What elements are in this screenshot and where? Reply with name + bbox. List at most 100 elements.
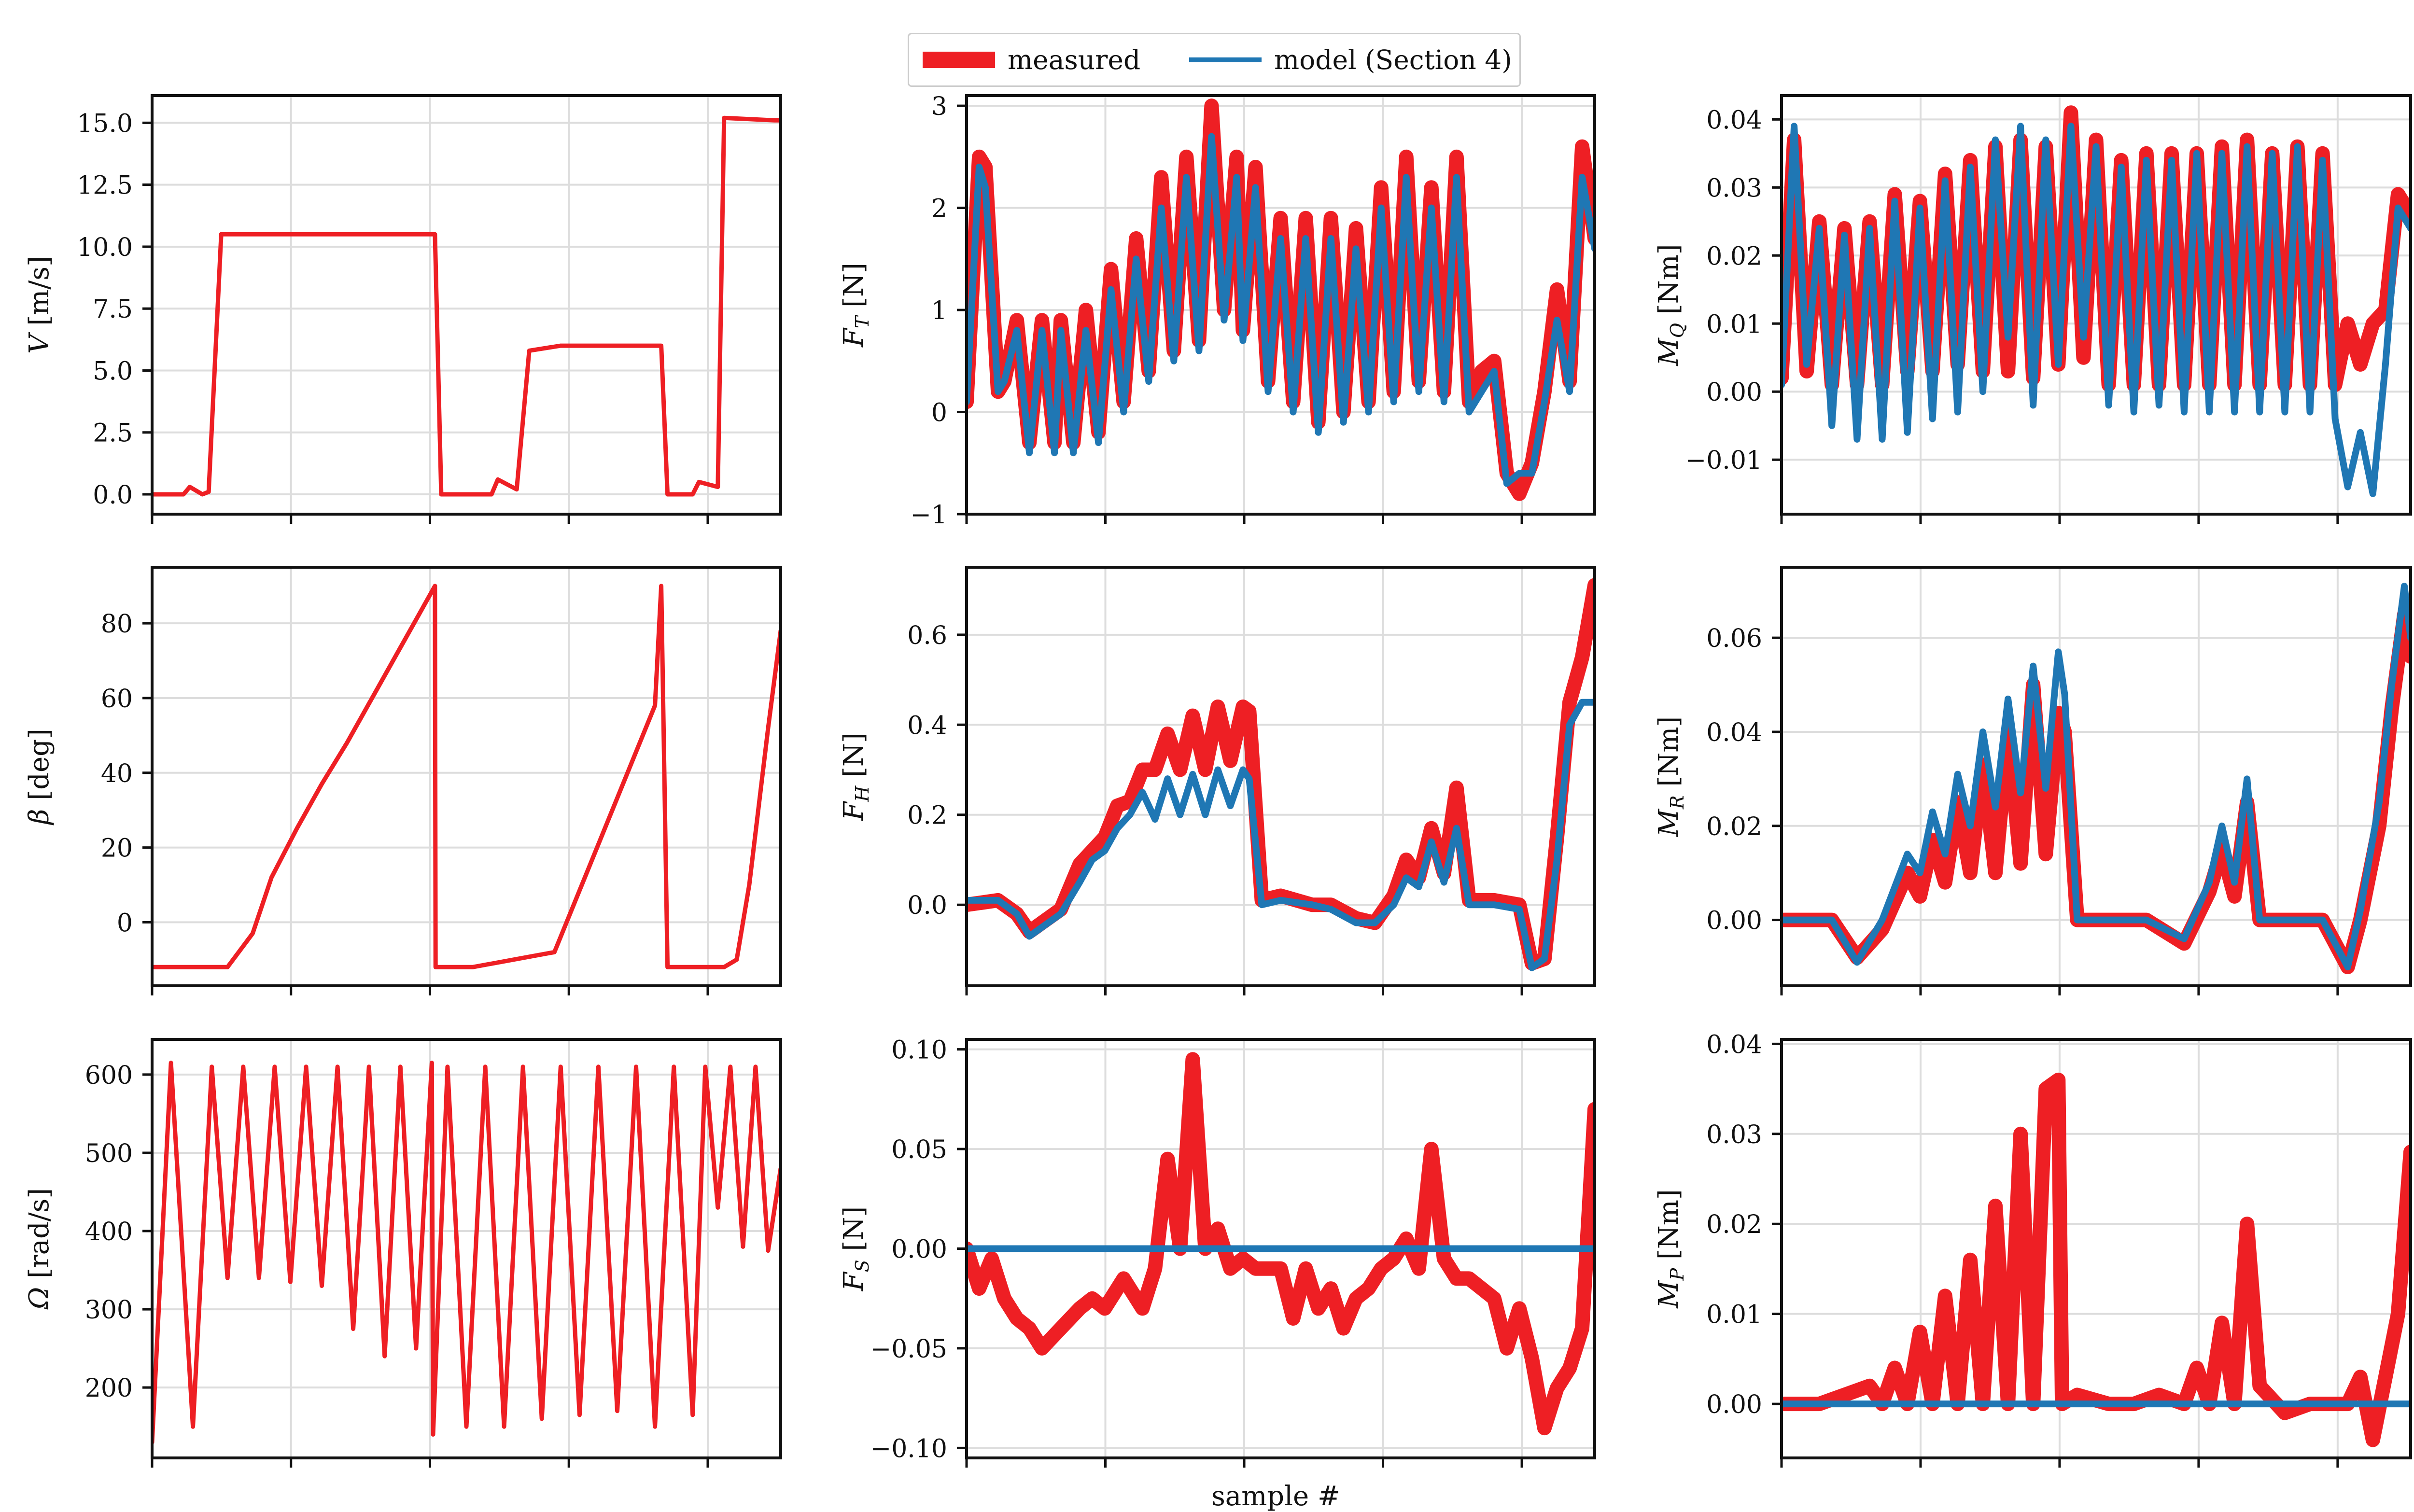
y-tick-label: 0.00 [1706, 907, 1762, 936]
subplot-MR: 0.00 0.02 0.04 0.06 MR [Nm] [1653, 566, 2412, 995]
legend-model-swatch [1189, 57, 1262, 62]
y-axis-unit: [N] [838, 263, 870, 316]
y-axis-unit: [Nm] [1653, 244, 1684, 323]
y-tick-label: 7.5 [93, 295, 133, 324]
subplot-MQ: −0.01 0.00 0.01 0.02 0.03 0.04 MQ [Nm] [1653, 94, 2412, 524]
y-axis-symbol: F [838, 327, 870, 348]
y-axis-unit: [m/s] [24, 256, 55, 334]
y-axis-subscript: T [852, 315, 873, 328]
y-tick-label: 2.5 [93, 419, 133, 448]
axes-frame [151, 1038, 782, 1459]
series-group [967, 1052, 1595, 1436]
y-axis-unit: [deg] [24, 728, 55, 809]
y-tick-label: 0.04 [1706, 106, 1762, 135]
model-series-line [1782, 123, 2411, 497]
measured-series-line [152, 1061, 781, 1445]
y-tick-label: 0.00 [1706, 378, 1762, 407]
y-tick-label: 60 [101, 685, 133, 714]
y-axis-symbol: F [838, 1271, 870, 1291]
y-tick-label: 400 [85, 1218, 133, 1246]
y-tick-label: 0.01 [1706, 310, 1762, 339]
y-axis-label: MP [Nm] [1653, 1189, 1688, 1309]
y-tick-label: 80 [101, 610, 133, 639]
y-axis-unit: [rad/s] [24, 1188, 55, 1287]
y-axis-symbol: M [1653, 808, 1684, 837]
y-axis-subscript: Q [1667, 323, 1688, 338]
model-series-line [1782, 583, 2411, 970]
y-axis-subscript: R [1667, 795, 1688, 810]
subplot-FS: −0.10 −0.05 0.00 0.05 0.10 FS [N] sample # [838, 1036, 1596, 1512]
y-axis-symbol: M [1653, 337, 1684, 366]
y-tick-label: 0.6 [907, 621, 947, 650]
y-axis-symbol: β [24, 809, 55, 825]
y-tick-label: 300 [85, 1296, 133, 1325]
y-tick-label: 0.04 [1706, 718, 1762, 747]
y-tick-label: 0.06 [1706, 624, 1762, 653]
measured-series-line [152, 584, 781, 969]
y-axis-label: FH [N] [838, 732, 873, 821]
series-group [152, 1061, 781, 1445]
measured-series-line [152, 115, 781, 497]
y-axis-label: Ω [rad/s] [24, 1188, 55, 1310]
axes-frame [965, 94, 1596, 516]
series-group [967, 98, 1595, 501]
legend-measured-label: measured [1008, 44, 1141, 75]
series-group [1782, 1072, 2411, 1447]
y-axis-unit: [N] [838, 732, 870, 786]
y-axis-label: MR [Nm] [1653, 716, 1688, 838]
axes-frame [965, 1038, 1596, 1459]
axes-frame [1780, 94, 2412, 516]
y-tick-label: 500 [85, 1139, 133, 1168]
y-axis-subscript: P [1667, 1267, 1688, 1281]
y-axis-unit: [Nm] [1653, 1189, 1684, 1268]
y-axis-label: β [deg] [24, 728, 55, 826]
model-series-line [967, 699, 1595, 971]
subplot-MP: 0.00 0.01 0.02 0.03 0.04 MP [Nm] [1653, 1030, 2412, 1468]
y-tick-label: 0.0 [907, 891, 947, 920]
legend-measured-swatch [923, 52, 995, 68]
y-tick-label: 0.00 [891, 1235, 947, 1264]
y-tick-label: 0.0 [93, 481, 133, 510]
y-tick-label: 3 [931, 92, 947, 121]
y-axis-label: FS [N] [838, 1206, 873, 1291]
axes-frame [965, 566, 1596, 987]
y-tick-label: 0.05 [891, 1135, 947, 1164]
y-axis-symbol: V [24, 332, 55, 354]
y-tick-label: −0.10 [870, 1434, 947, 1463]
y-tick-label: 0.03 [1706, 174, 1762, 203]
series-group [152, 584, 781, 969]
y-tick-label: 40 [101, 759, 133, 788]
y-axis-symbol: Ω [24, 1287, 55, 1310]
subplot-FT: −1 0 1 2 3 FT [N] [838, 92, 1596, 530]
y-axis-label: V [m/s] [24, 256, 55, 354]
axes-frame [151, 94, 782, 516]
y-tick-label: 0.02 [1706, 1210, 1762, 1239]
legend: measured model (Section 4) [908, 33, 1521, 87]
subplot-V: 0.0 2.5 5.0 7.5 10.0 12.5 15.0 V [m/s] [24, 94, 782, 524]
legend-measured: measured [923, 34, 1140, 85]
y-tick-label: 200 [85, 1374, 133, 1403]
y-tick-label: 0.01 [1706, 1301, 1762, 1330]
y-axis-label: MQ [Nm] [1653, 244, 1688, 366]
y-axis-subscript: H [852, 785, 873, 802]
y-axis-label: FT [N] [838, 263, 873, 348]
y-tick-label: 1 [931, 296, 947, 325]
axes-frame [1780, 1038, 2412, 1459]
x-axis-label: sample # [1211, 1481, 1340, 1512]
axes-frame [1780, 566, 2412, 987]
subplot-Omega: 200 300 400 500 600 Ω [rad/s] [24, 1038, 782, 1468]
measured-series-line [1782, 607, 2411, 974]
measured-series-line [967, 1052, 1595, 1436]
y-axis-unit: [Nm] [1653, 716, 1684, 796]
y-tick-label: 12.5 [77, 171, 133, 200]
y-tick-label: −0.05 [870, 1335, 947, 1364]
y-tick-label: −0.01 [1685, 446, 1762, 475]
series-group [967, 578, 1595, 971]
y-axis-subscript: S [852, 1260, 873, 1272]
y-tick-label: 0.02 [1706, 812, 1762, 841]
y-axis-symbol: F [838, 801, 870, 821]
legend-model: model (Section 4) [1189, 34, 1512, 85]
y-tick-label: −1 [910, 501, 947, 530]
legend-model-label: model (Section 4) [1274, 44, 1512, 75]
